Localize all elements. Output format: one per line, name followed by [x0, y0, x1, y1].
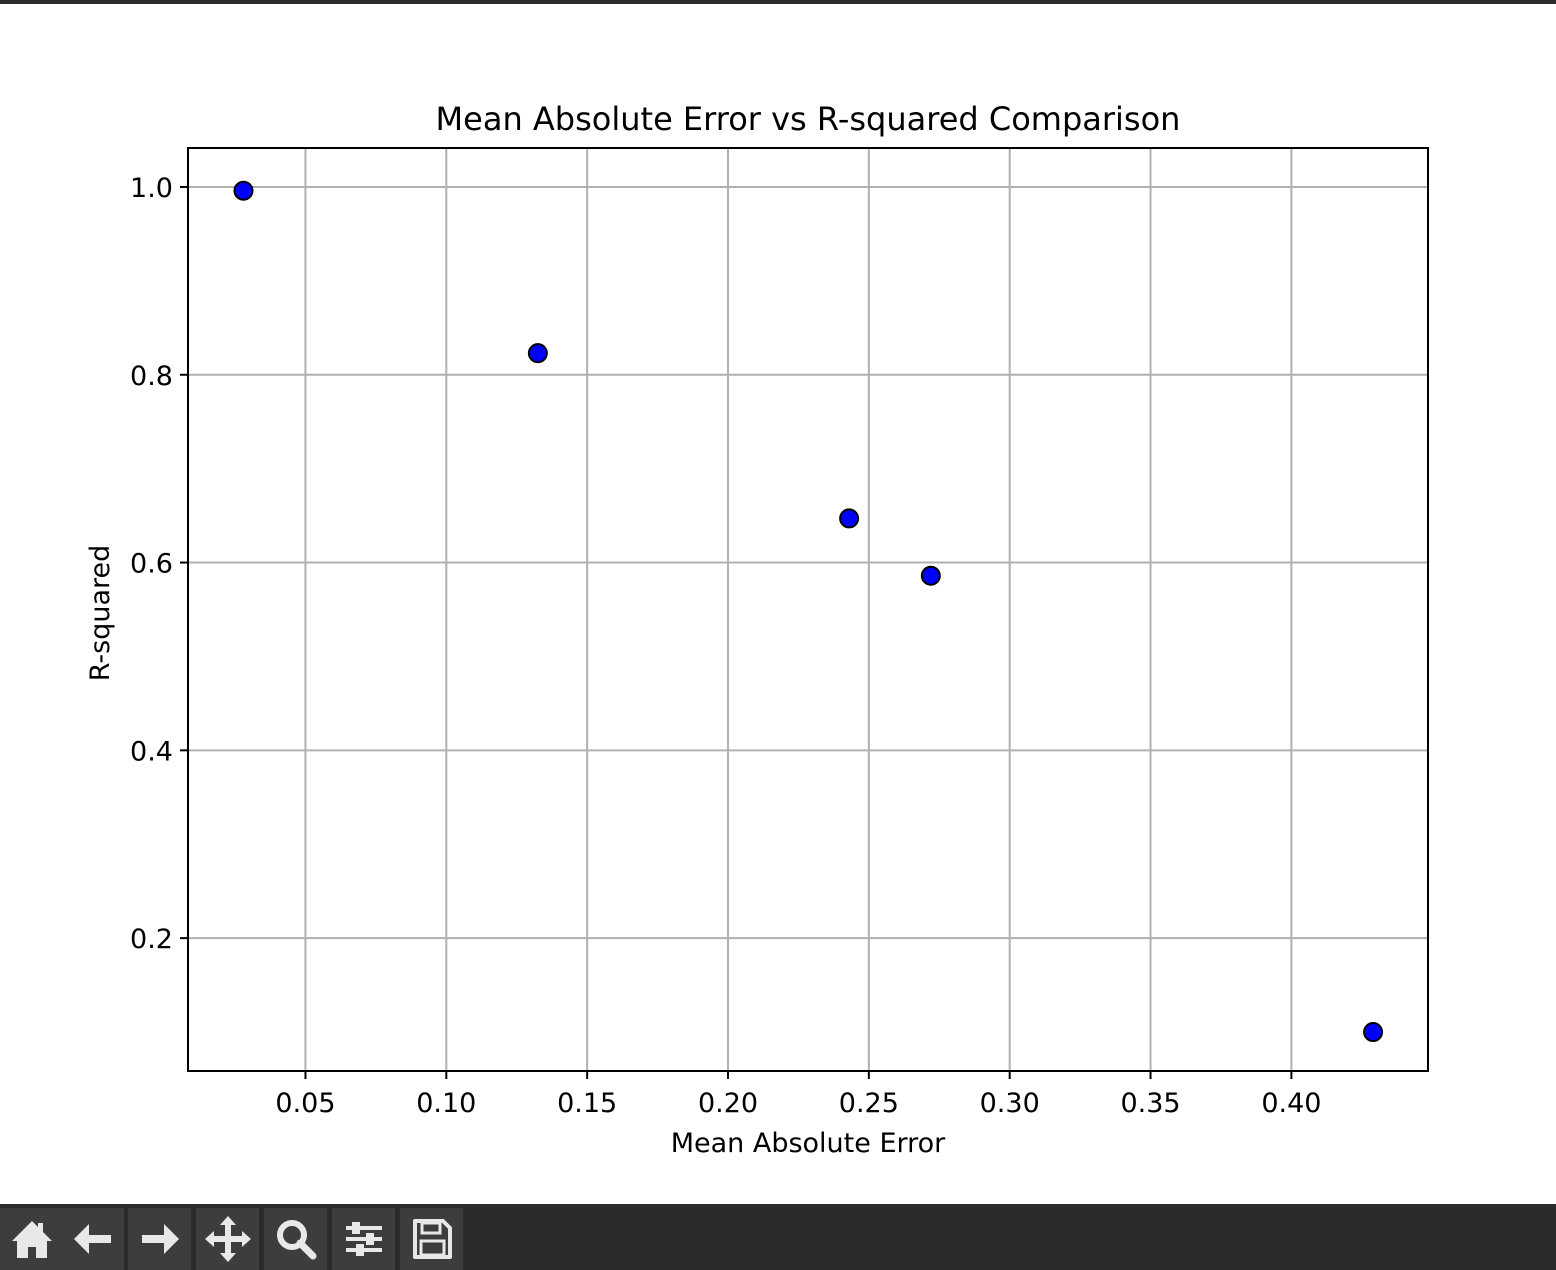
arrow-right-icon — [141, 1224, 179, 1254]
x-tick-label: 0.25 — [839, 1088, 899, 1119]
scatter-point — [233, 180, 254, 201]
scatter-point — [527, 343, 548, 364]
y-tick-label: 0.4 — [130, 736, 173, 767]
home-icon — [11, 1221, 52, 1258]
home-button[interactable] — [0, 1208, 63, 1270]
plot-frame — [187, 147, 1429, 1072]
floppy-disk-icon — [412, 1219, 452, 1259]
x-tick-label: 0.35 — [1120, 1088, 1180, 1119]
configure-subplots-button[interactable] — [332, 1208, 395, 1270]
x-tick-label: 0.15 — [557, 1088, 617, 1119]
y-tick-label: 1.0 — [130, 173, 173, 204]
x-tick-label: 0.05 — [275, 1088, 335, 1119]
y-tick-label: 0.8 — [130, 361, 173, 392]
x-tick-label: 0.40 — [1261, 1088, 1321, 1119]
x-tick-label: 0.20 — [698, 1088, 758, 1119]
window-top-border — [0, 0, 1556, 4]
x-tick-label: 0.10 — [416, 1088, 476, 1119]
x-axis-label: Mean Absolute Error — [671, 1128, 946, 1159]
scatter-point — [839, 508, 860, 529]
scatter-point — [920, 565, 941, 586]
save-button[interactable] — [400, 1208, 463, 1270]
scatter-chart: 0.05 0.10 0.15 0.20 0.25 0.30 0.35 0.40 0.2 0.4 0.… — [85, 100, 1429, 1159]
plot-area-background — [188, 148, 1428, 1071]
y-tick-label: 0.6 — [130, 549, 173, 580]
navigation-toolbar — [0, 1204, 1556, 1270]
zoom-button[interactable] — [264, 1208, 327, 1270]
y-axis-label: R-squared — [85, 545, 116, 682]
figure-canvas: 0.05 0.10 0.15 0.20 0.25 0.30 0.35 0.40 0.2 0.4 0.… — [0, 4, 1556, 1204]
pan-button[interactable] — [196, 1208, 259, 1270]
grid-lines — [188, 148, 1428, 1071]
scatter-point — [1363, 1022, 1384, 1043]
axis-ticks: 0.05 0.10 0.15 0.20 0.25 0.30 0.35 0.40 0.2 0.4 0.… — [130, 173, 1321, 1119]
arrow-left-icon — [73, 1224, 111, 1254]
move-icon — [204, 1216, 251, 1262]
magnifier-icon — [276, 1220, 316, 1260]
forward-button[interactable] — [128, 1208, 191, 1270]
data-points — [233, 180, 1384, 1043]
sliders-icon — [345, 1222, 382, 1256]
x-tick-label: 0.30 — [980, 1088, 1040, 1119]
chart-title: Mean Absolute Error vs R-squared Compari… — [436, 100, 1181, 138]
back-button[interactable] — [61, 1208, 124, 1270]
y-tick-label: 0.2 — [130, 924, 173, 955]
